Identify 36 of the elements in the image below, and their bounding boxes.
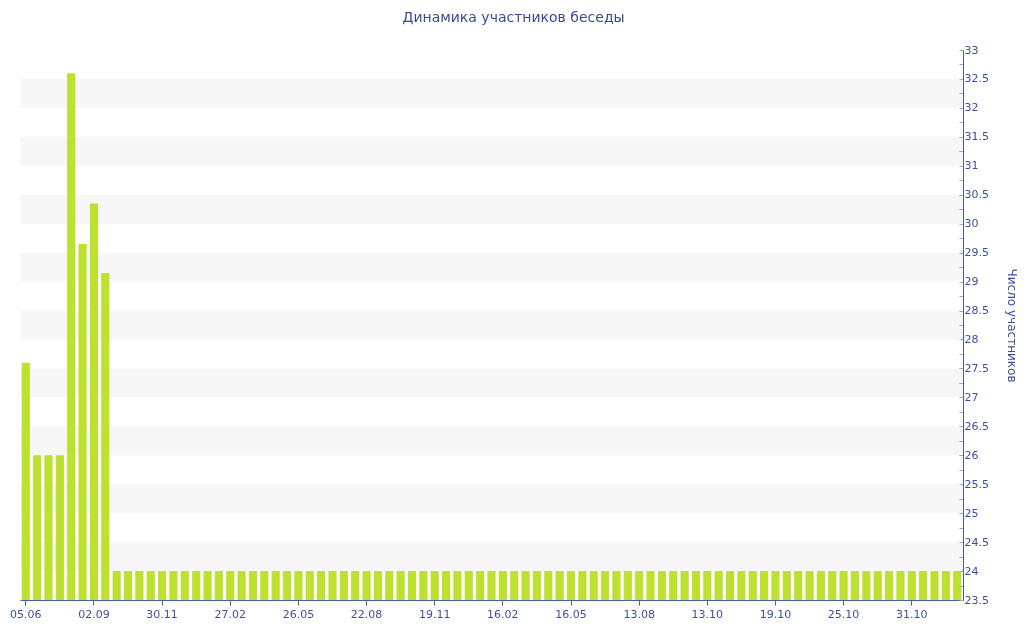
x-tick-label: 02.09 [78, 607, 110, 621]
x-tick-label: 30.11 [146, 607, 178, 621]
y-tick-label: 31 [964, 159, 979, 173]
x-tick-label: 13.10 [691, 607, 724, 621]
x-tick-label: 05.06 [10, 607, 42, 621]
y-tick-label: 32.5 [964, 72, 989, 86]
y-tick-label: 30 [964, 217, 979, 231]
y-tick-label: 23.5 [964, 593, 989, 607]
y-axis-title: Число участников [1004, 268, 1019, 383]
y-tick-label: 24.5 [964, 535, 989, 549]
y-tick-label: 29.5 [964, 246, 989, 260]
y-tick-label: 26.5 [964, 419, 989, 433]
y-tick-label: 27 [964, 390, 979, 404]
x-tick-label: 16.02 [487, 607, 519, 621]
x-tick-label: 13.08 [623, 607, 655, 621]
y-tick-label: 28 [964, 332, 979, 346]
x-tick-label: 31.10 [896, 607, 928, 621]
y-tick-label: 27.5 [964, 361, 989, 375]
y-tick-label: 28.5 [964, 304, 989, 318]
y-tick-label: 24 [964, 564, 979, 578]
chart-title: Динамика участников беседы [402, 9, 625, 25]
y-tick-label: 33 [964, 43, 979, 57]
x-tick-label: 16.05 [555, 607, 587, 621]
x-tick-label: 27.02 [214, 607, 246, 621]
y-tick-label: 31.5 [964, 130, 989, 144]
y-tick-label: 26 [964, 448, 979, 462]
x-tick-label: 19.11 [418, 607, 451, 621]
x-tick-label: 25.10 [827, 607, 860, 621]
y-tick-label: 29 [964, 275, 979, 289]
y-tick-label: 30.5 [964, 188, 989, 202]
y-tick-label: 25 [964, 506, 979, 520]
x-tick-label: 22.08 [350, 607, 383, 621]
x-tick-label: 26.05 [282, 607, 315, 621]
x-tick-label: 19.10 [759, 607, 792, 621]
y-tick-label: 32 [964, 101, 979, 115]
y-tick-label: 25.5 [964, 477, 989, 491]
